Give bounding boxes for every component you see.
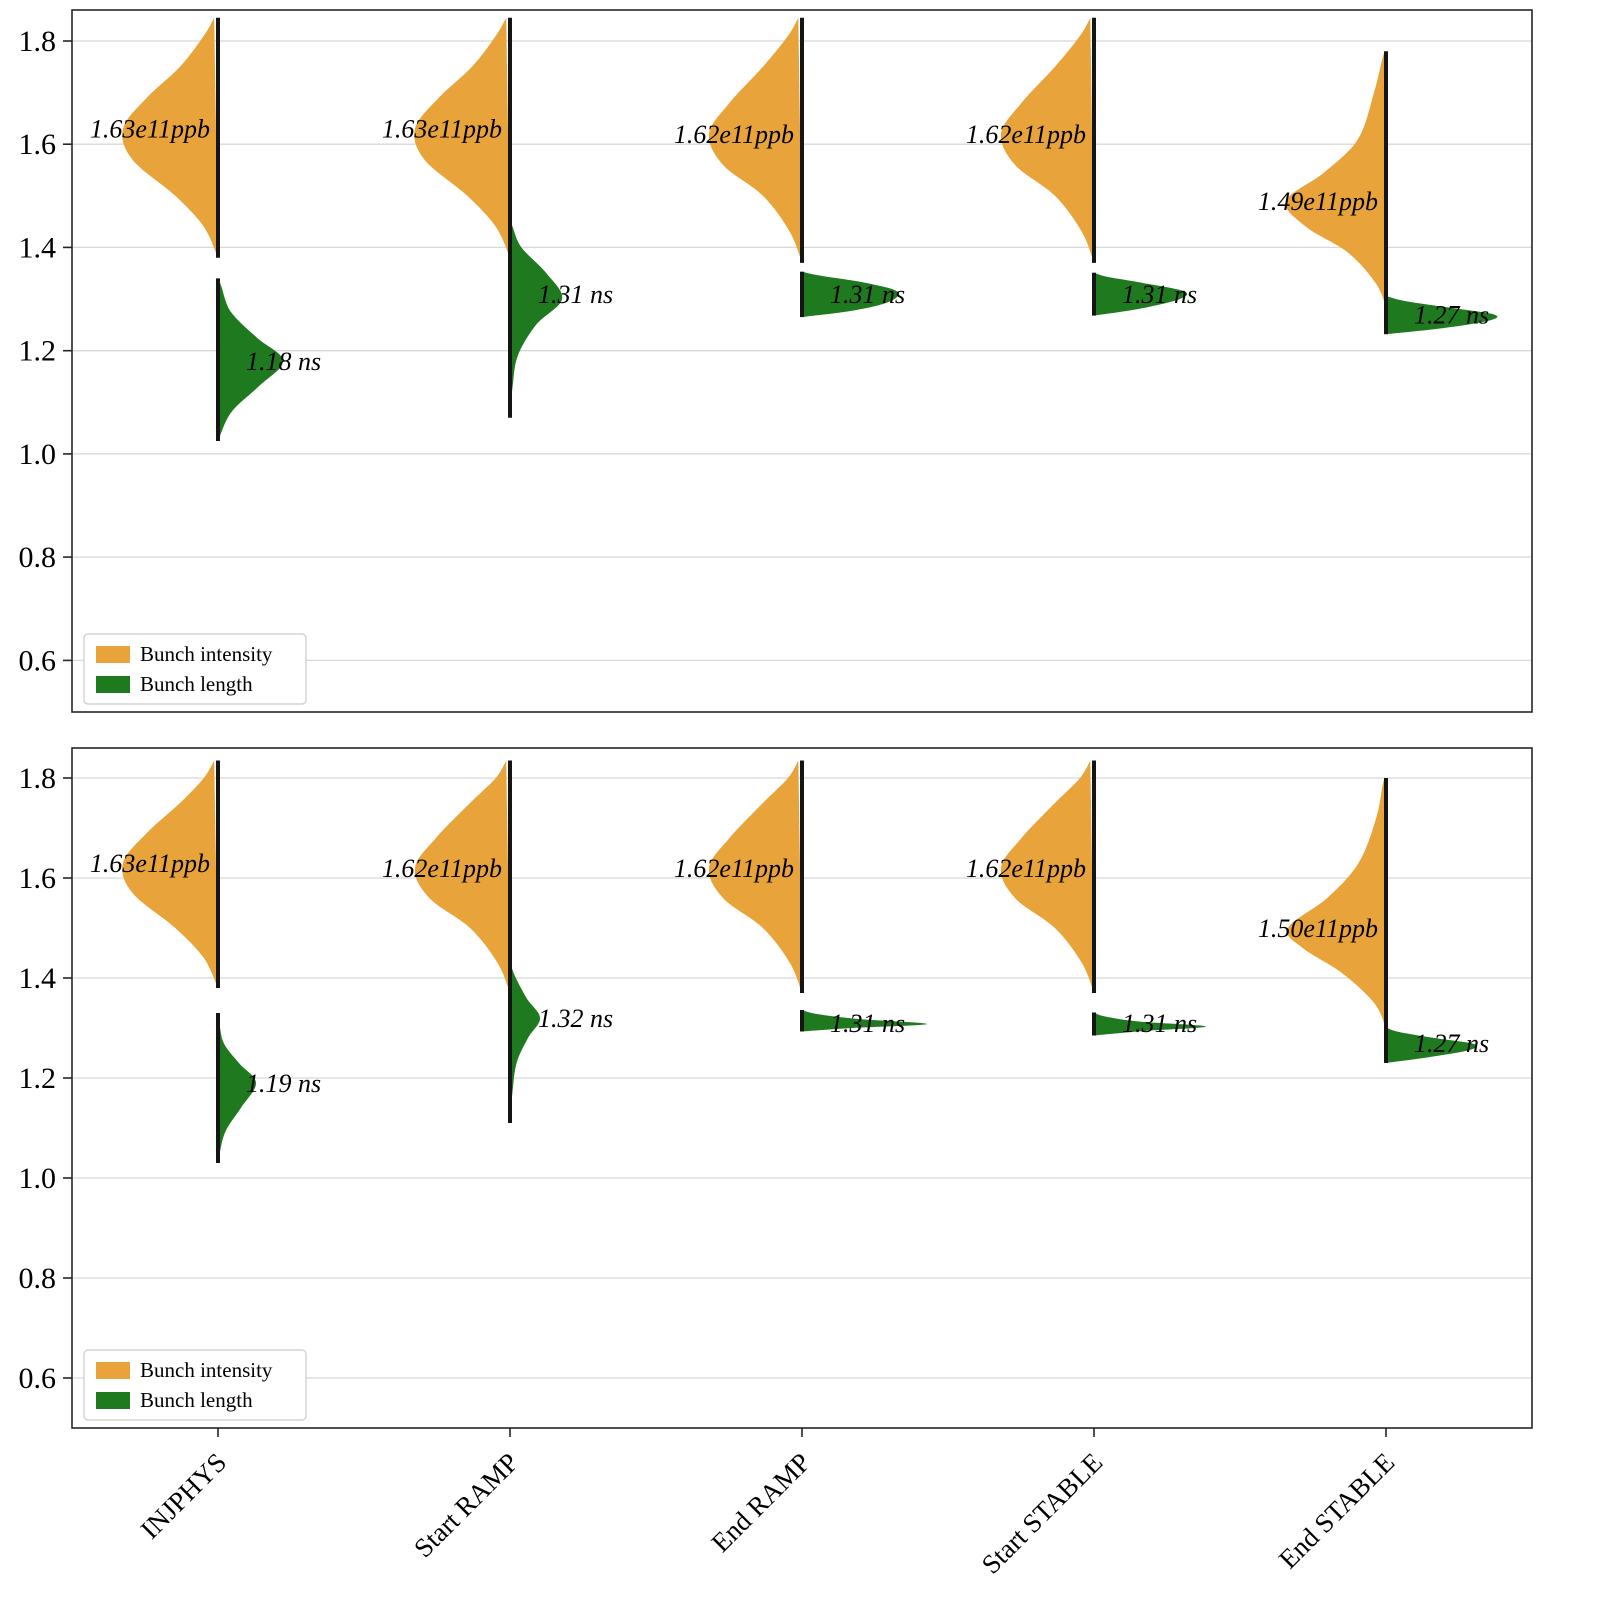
legend-label-length: Bunch length bbox=[140, 672, 253, 696]
annotation-intensity-start-stable: 1.62e11ppb bbox=[966, 120, 1086, 149]
x-tick-label-start-ramp: Start RAMP bbox=[408, 1447, 524, 1563]
legend-box bbox=[83, 633, 307, 705]
x-tick-label-end-ramp: End RAMP bbox=[705, 1447, 816, 1558]
annotation-length-start-ramp: 1.31 ns bbox=[538, 280, 613, 309]
y-tick-label: 1.0 bbox=[19, 438, 57, 471]
annotation-length-end-stable: 1.27 ns bbox=[1414, 1029, 1489, 1058]
legend-swatch-intensity bbox=[96, 646, 130, 663]
y-tick-label: 1.4 bbox=[19, 962, 57, 995]
legend-swatch-length bbox=[96, 676, 130, 693]
panel-1: 1.63e11ppb 1.18 ns 1.63e11ppb 1.31 ns 1.62e1… bbox=[19, 9, 1533, 713]
y-tick-label: 1.4 bbox=[19, 231, 57, 264]
y-tick-label: 1.2 bbox=[19, 335, 57, 368]
violin-length-end-stable bbox=[1386, 1027, 1478, 1063]
annotation-intensity-end-stable: 1.50e11ppb bbox=[1258, 914, 1378, 943]
annotation-intensity-start-ramp: 1.62e11ppb bbox=[382, 854, 502, 883]
legend-label-length: Bunch length bbox=[140, 1388, 253, 1412]
panel-2: 1.63e11ppb 1.19 ns 1.62e11ppb 1.32 ns 1.62e1… bbox=[19, 747, 1533, 1429]
annotation-length-start-ramp: 1.32 ns bbox=[538, 1004, 613, 1033]
violin-intensity-end-ramp bbox=[708, 760, 802, 993]
annotation-intensity-injphys: 1.63e11ppb bbox=[90, 115, 210, 144]
annotation-length-start-stable: 1.31 ns bbox=[1122, 280, 1197, 309]
violin-length-end-ramp bbox=[802, 1010, 928, 1032]
violin-length-injphys bbox=[218, 278, 284, 441]
annotation-length-end-ramp: 1.31 ns bbox=[830, 1009, 905, 1038]
annotation-intensity-end-stable: 1.49e11ppb bbox=[1258, 187, 1378, 216]
annotation-length-end-ramp: 1.31 ns bbox=[830, 280, 905, 309]
panel-border bbox=[71, 9, 1533, 713]
violin-intensity-start-stable bbox=[1000, 17, 1094, 263]
violin-intensity-start-stable bbox=[1000, 760, 1094, 993]
x-tick-label-start-stable: Start STABLE bbox=[976, 1447, 1109, 1580]
violin-length-start-ramp bbox=[510, 219, 563, 418]
annotation-intensity-start-ramp: 1.63e11ppb bbox=[382, 115, 502, 144]
violin-length-end-ramp bbox=[802, 271, 899, 318]
legend-box bbox=[83, 1349, 307, 1421]
violin-intensity-injphys bbox=[122, 17, 218, 258]
legend-label-intensity: Bunch intensity bbox=[140, 1358, 273, 1382]
annotation-intensity-end-ramp: 1.62e11ppb bbox=[674, 854, 794, 883]
y-tick-label: 1.0 bbox=[19, 1162, 57, 1195]
violin-intensity-start-ramp bbox=[414, 760, 510, 993]
annotation-intensity-start-stable: 1.62e11ppb bbox=[966, 854, 1086, 883]
annotation-length-injphys: 1.18 ns bbox=[246, 347, 321, 376]
y-tick-label: 0.8 bbox=[19, 1262, 57, 1295]
violin-intensity-end-ramp bbox=[708, 17, 802, 263]
legend-label-intensity: Bunch intensity bbox=[140, 642, 273, 666]
legend: Bunch intensity Bunch length bbox=[83, 1349, 307, 1421]
violin-length-injphys bbox=[218, 1013, 257, 1163]
legend-swatch-length bbox=[96, 1392, 130, 1409]
violin-length-end-stable bbox=[1386, 296, 1498, 335]
y-tick-label: 0.8 bbox=[19, 541, 57, 574]
annotation-intensity-end-ramp: 1.62e11ppb bbox=[674, 120, 794, 149]
y-tick-label: 1.6 bbox=[19, 862, 57, 895]
y-tick-label: 0.6 bbox=[19, 1362, 57, 1395]
annotation-intensity-injphys: 1.63e11ppb bbox=[90, 849, 210, 878]
annotation-length-end-stable: 1.27 ns bbox=[1414, 301, 1489, 330]
legend-swatch-intensity bbox=[96, 1362, 130, 1379]
x-tick-label-end-stable: End STABLE bbox=[1273, 1447, 1400, 1574]
y-tick-label: 1.2 bbox=[19, 1062, 57, 1095]
violin-intensity-injphys bbox=[122, 760, 218, 988]
y-tick-label: 0.6 bbox=[19, 644, 57, 677]
violin-length-start-stable bbox=[1094, 1012, 1207, 1036]
annotation-length-start-stable: 1.31 ns bbox=[1122, 1009, 1197, 1038]
violin-intensity-end-stable bbox=[1285, 51, 1386, 307]
violin-intensity-start-ramp bbox=[414, 17, 510, 258]
y-tick-label: 1.6 bbox=[19, 128, 57, 161]
y-tick-label: 1.8 bbox=[19, 25, 57, 58]
legend: Bunch intensity Bunch length bbox=[83, 633, 307, 705]
y-tick-label: 1.8 bbox=[19, 762, 57, 795]
x-axis: INJPHYS Start RAMP End RAMP Start STABLE End… bbox=[135, 1428, 1400, 1580]
x-tick-label-injphys: INJPHYS bbox=[135, 1447, 233, 1545]
violin-length-start-ramp bbox=[510, 958, 541, 1123]
violin-intensity-end-stable bbox=[1287, 778, 1386, 1028]
annotation-length-injphys: 1.19 ns bbox=[246, 1069, 321, 1098]
violin-length-start-stable bbox=[1094, 272, 1188, 316]
